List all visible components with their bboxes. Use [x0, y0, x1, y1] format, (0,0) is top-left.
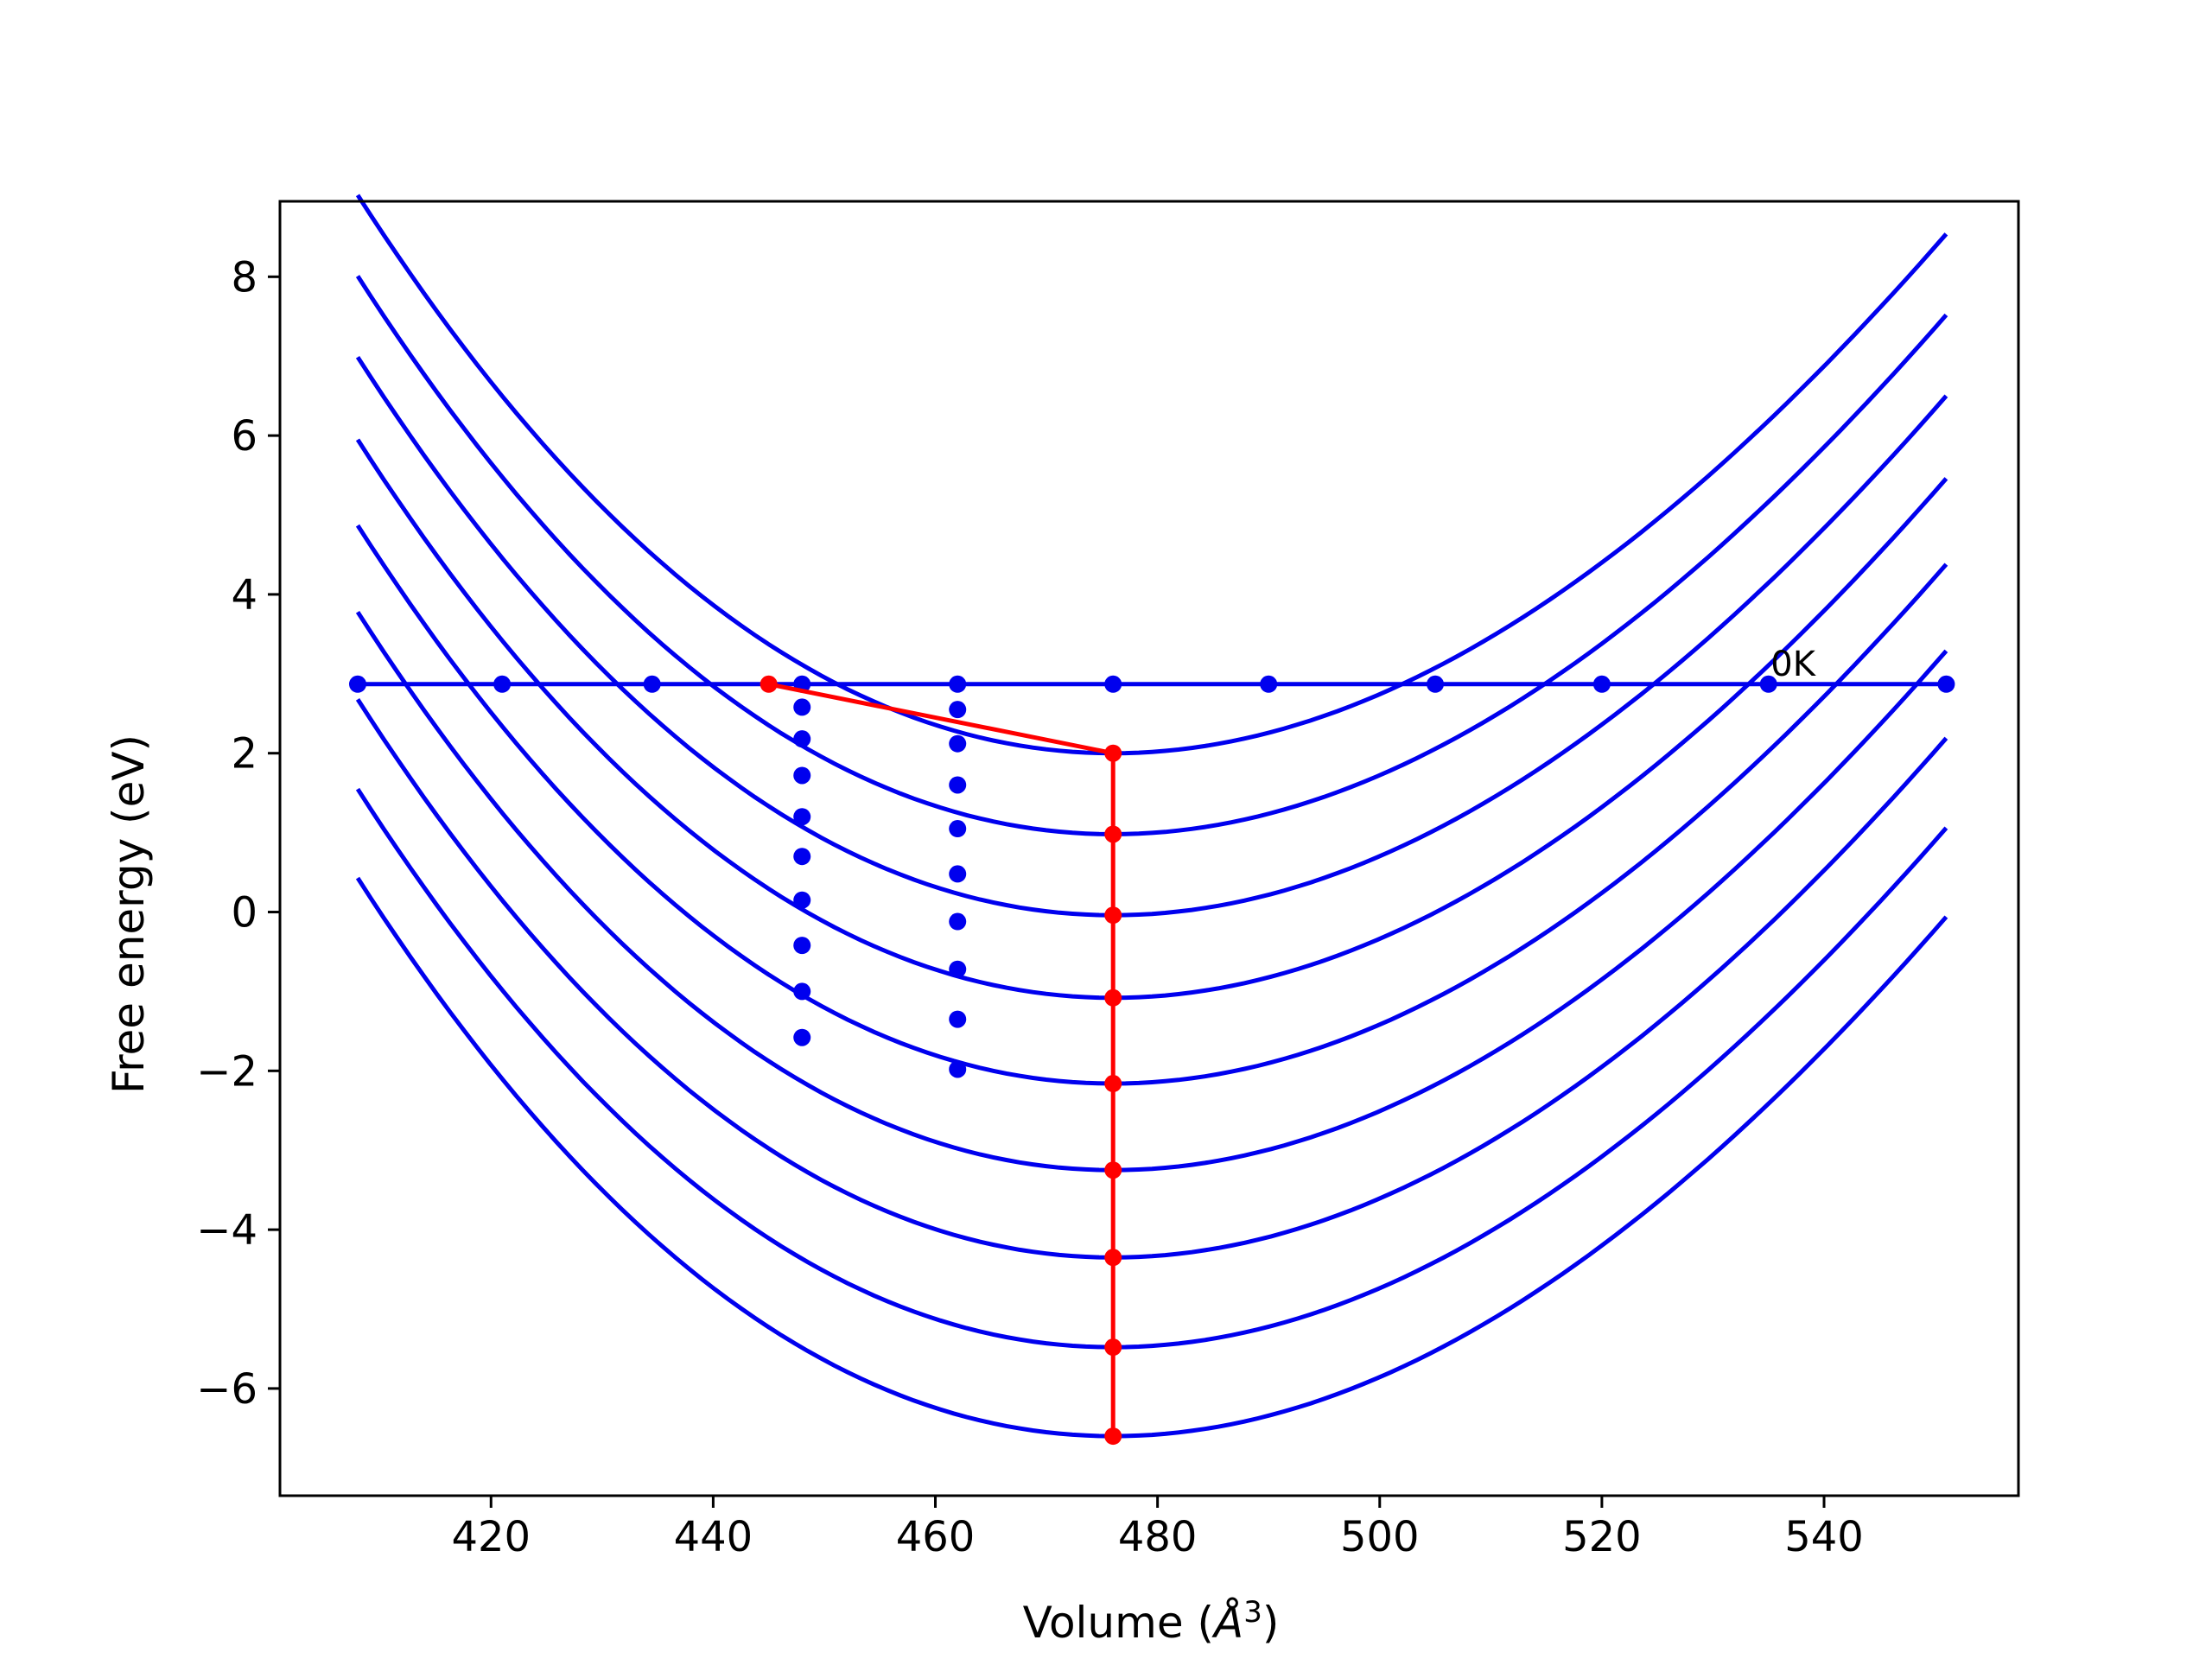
minimum-point-9 [1104, 1338, 1122, 1357]
column-2-point-6 [949, 912, 967, 931]
x-tick-label-460: 460 [896, 1513, 976, 1561]
zero-k-point-3 [643, 675, 661, 693]
x-axis-label: Volume (Å3) [1023, 1595, 1280, 1648]
curve-3 [355, 355, 1948, 918]
x-tick-label-540: 540 [1784, 1513, 1864, 1561]
column-2-point-5 [949, 865, 967, 883]
column-1-point-4 [793, 808, 811, 826]
curve-1 [355, 194, 1948, 756]
axes: 420 440 460 480 500 520 540 −6 −4 −2 0 2 4 6 8 [196, 200, 2020, 1561]
plot-marks: 0K [348, 194, 1955, 1446]
y-tick-label-0: 0 [231, 889, 257, 938]
column-1-point-5 [793, 848, 811, 866]
column-2-point-1 [949, 701, 967, 719]
x-tick-label-440: 440 [674, 1513, 753, 1561]
minimum-point-3 [1104, 825, 1122, 843]
plot-frame [278, 200, 2020, 1497]
column-1-point-8 [793, 982, 811, 1001]
curve-4 [355, 438, 1948, 1001]
y-tick-label-4: 4 [231, 571, 257, 620]
minimum-point-7 [1104, 1161, 1122, 1179]
curve-8 [355, 787, 1948, 1350]
zero-k-point-1 [348, 675, 366, 693]
minimum-point-4 [1104, 906, 1122, 925]
column-2-point-8 [949, 1010, 967, 1028]
minimum-point-10 [1104, 1427, 1122, 1446]
y-tick-label--2: −2 [196, 1047, 257, 1096]
column-2-point-2 [949, 734, 967, 753]
curve-5 [355, 524, 1948, 1086]
zero-k-point-11 [1937, 675, 1955, 693]
zero-k-point-5 [949, 675, 967, 693]
y-axis-label: Free energy (eV) [104, 734, 154, 1094]
curve-6 [355, 610, 1948, 1173]
curve-7 [355, 698, 1948, 1260]
y-tick-label-2: 2 [231, 730, 257, 779]
y-tick-label--4: −4 [196, 1206, 257, 1255]
minimum-point-2 [1104, 744, 1122, 762]
column-2-point-4 [949, 820, 967, 838]
minimum-point-6 [1104, 1075, 1122, 1093]
column-1-point-3 [793, 766, 811, 785]
zero-k-point-2 [493, 675, 512, 693]
zero-k-point-10 [1759, 675, 1777, 693]
column-1-point-7 [793, 937, 811, 955]
zero-k-annotation: 0K [1770, 645, 1816, 684]
zero-k-point-6 [1104, 675, 1122, 693]
zero-k-point-7 [1260, 675, 1278, 693]
y-tick-label-6: 6 [231, 412, 257, 461]
y-tick-label-8: 8 [231, 253, 257, 302]
column-2-point-7 [949, 960, 967, 978]
x-tick-label-520: 520 [1562, 1513, 1642, 1561]
minimum-point-8 [1104, 1249, 1122, 1267]
column-1-point-6 [793, 891, 811, 909]
zero-k-point-9 [1592, 675, 1611, 693]
minimum-path [768, 682, 1116, 1437]
column-1-point-2 [793, 730, 811, 748]
x-tick-label-480: 480 [1118, 1513, 1198, 1561]
column-1-point-1 [793, 698, 811, 716]
column-2-point-9 [949, 1060, 967, 1078]
curve-9 [355, 876, 1948, 1439]
zero-k-point-8 [1427, 675, 1445, 693]
minimum-point-5 [1104, 988, 1122, 1007]
column-1-point-9 [793, 1028, 811, 1046]
x-tick-label-500: 500 [1340, 1513, 1420, 1561]
column-2-point-3 [949, 776, 967, 794]
minimum-point-1 [760, 675, 778, 693]
y-tick-label--6: −6 [196, 1365, 257, 1414]
x-tick-label-420: 420 [451, 1513, 531, 1561]
curve-2 [355, 275, 1948, 837]
